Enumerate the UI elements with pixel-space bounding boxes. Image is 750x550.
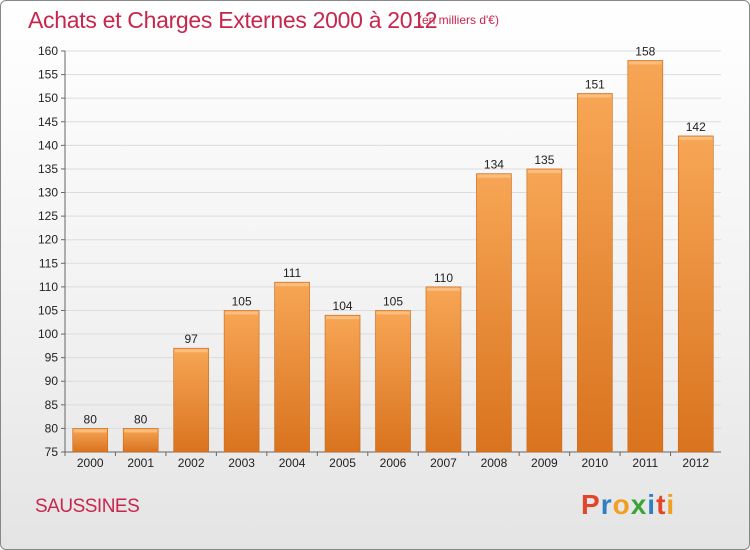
bar-2006 (375, 310, 411, 453)
data-label: 97 (184, 332, 198, 346)
y-tick-label: 80 (45, 421, 59, 435)
logo-letter: i (647, 489, 657, 520)
data-label: 151 (585, 77, 605, 91)
data-label: 105 (383, 294, 403, 308)
bar-2003 (223, 310, 260, 453)
chart-title: Achats et Charges Externes 2000 à 2012 (28, 7, 438, 33)
y-tick-label: 100 (38, 327, 58, 341)
logo-letter: x (630, 489, 648, 520)
y-tick-label: 105 (38, 303, 58, 317)
x-tick-label: 2011 (632, 456, 658, 470)
bar-2002 (173, 347, 209, 453)
data-label: 142 (686, 120, 706, 134)
bar-2011 (627, 60, 664, 453)
y-tick-label: 135 (38, 162, 58, 176)
bar-highlight (275, 283, 309, 287)
x-tick-label: 2006 (380, 456, 407, 470)
bar-highlight (376, 311, 410, 315)
bar-2000 (72, 428, 109, 453)
x-tick-label: 2002 (178, 456, 205, 470)
y-tick-label: 130 (38, 186, 58, 200)
x-tick-label: 2010 (581, 456, 608, 470)
x-tick-label: 2003 (228, 456, 255, 470)
data-label: 105 (232, 294, 252, 308)
y-tick-label: 95 (45, 351, 59, 365)
bar-highlight (578, 94, 612, 98)
x-tick-label: 2001 (127, 456, 154, 470)
x-tick-label: 2012 (682, 456, 709, 470)
bar-highlight (426, 287, 460, 291)
bar-2007 (425, 286, 462, 453)
y-tick-label: 110 (39, 280, 58, 294)
chart-subtitle: (en milliers d'€) (418, 13, 499, 27)
data-label: 80 (84, 412, 98, 426)
y-tick-label: 85 (45, 398, 59, 412)
data-label: 134 (484, 158, 504, 172)
x-tick-label: 2008 (481, 456, 508, 470)
logo-letter: i (666, 489, 676, 520)
bar-highlight (326, 316, 360, 320)
proxiti-logo: Proxiti (581, 489, 675, 521)
city-name: SAUSSINES (35, 496, 140, 517)
bar-highlight (628, 61, 662, 65)
bar-2009 (526, 168, 563, 453)
logo-letter: t (656, 489, 667, 520)
data-label: 135 (534, 153, 554, 167)
data-label: 104 (333, 299, 353, 313)
y-tick-label: 75 (45, 445, 59, 459)
y-tick-label: 160 (38, 44, 58, 58)
y-tick-label: 145 (38, 115, 58, 129)
bar-2004 (274, 281, 310, 453)
bar-highlight (174, 349, 208, 353)
bar-highlight (477, 174, 511, 178)
data-label: 80 (134, 412, 148, 426)
bar-2001 (122, 428, 159, 453)
data-label: 158 (635, 44, 655, 58)
x-tick-label: 2005 (329, 456, 356, 470)
logo-letter: r (600, 489, 613, 520)
y-tick-label: 155 (38, 68, 58, 82)
y-tick-label: 150 (38, 91, 58, 105)
data-label: 111 (283, 266, 302, 280)
bar-highlight (679, 136, 713, 140)
bar-highlight (527, 169, 561, 173)
y-tick-label: 125 (38, 209, 58, 223)
bar-highlight (225, 311, 259, 315)
bar-highlight (73, 429, 107, 433)
data-label: 110 (434, 271, 453, 285)
bar-2010 (577, 93, 613, 453)
bar-highlight (124, 429, 158, 433)
x-tick-label: 2000 (77, 456, 104, 470)
bar-2005 (324, 314, 361, 453)
x-tick-label: 2009 (531, 456, 558, 470)
y-tick-label: 140 (38, 138, 58, 152)
x-tick-label: 2007 (430, 456, 457, 470)
y-tick-label: 120 (38, 233, 58, 247)
logo-letter: P (581, 489, 601, 520)
y-tick-label: 115 (39, 256, 58, 270)
x-tick-label: 2004 (279, 456, 306, 470)
bar-2008 (476, 173, 512, 453)
y-tick-label: 90 (45, 374, 59, 388)
bar-2012 (677, 135, 714, 453)
logo-letter: o (612, 489, 631, 520)
